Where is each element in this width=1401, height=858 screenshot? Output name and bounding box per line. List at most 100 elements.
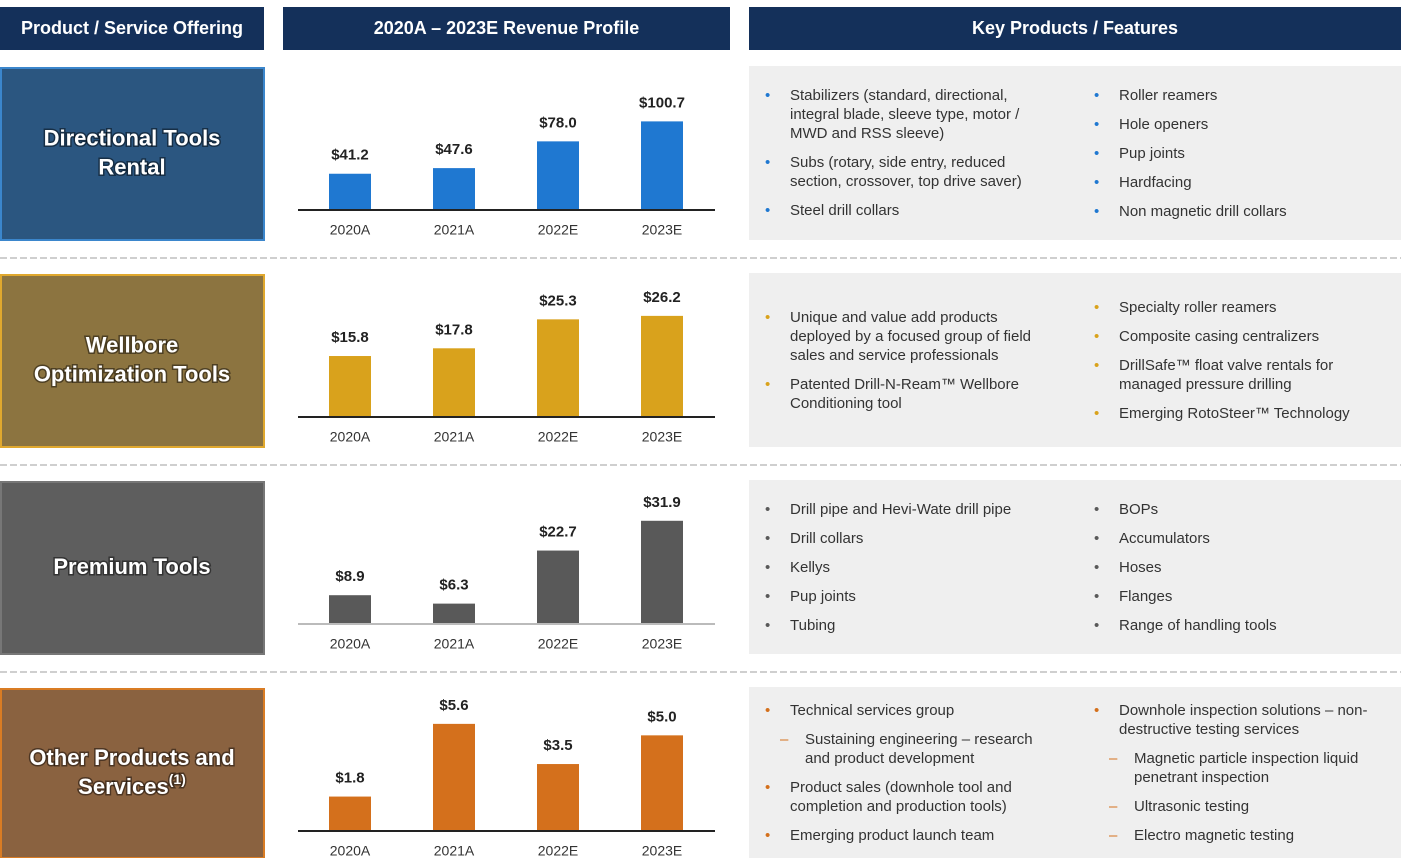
feature-text: Flanges: [1119, 587, 1379, 606]
bullet: •: [765, 701, 770, 720]
bar: [641, 316, 683, 417]
value-label: $15.8: [331, 329, 369, 346]
feature-item: •Range of handling tools: [1094, 616, 1379, 635]
bar: [329, 797, 371, 831]
feature-text: Product sales (downhole tool and complet…: [790, 778, 1045, 816]
feature-item: • Composite casing centralizers: [1094, 327, 1379, 346]
x-tick-label: 2023E: [642, 636, 682, 652]
bullet: •: [1094, 202, 1099, 221]
bar: [433, 724, 475, 831]
x-tick-label: 2023E: [642, 222, 682, 238]
feature-text: Subs (rotary, side entry, reduced sectio…: [790, 153, 1045, 191]
value-label: $17.8: [435, 321, 473, 338]
feature-item: •Subs (rotary, side entry, reduced secti…: [765, 153, 1045, 191]
offering-label: Premium Tools: [53, 554, 210, 579]
feature-text: Emerging product launch team: [790, 826, 1045, 845]
bullet: •: [1094, 558, 1099, 577]
feature-text: Specialty roller reamers: [1119, 298, 1379, 317]
feature-item: •Accumulators: [1094, 529, 1379, 548]
feature-text: Unique and value add products deployed b…: [790, 308, 1045, 365]
feature-text: Pup joints: [790, 587, 1045, 606]
feature-item: •Kellys: [765, 558, 1045, 577]
value-label: $1.8: [335, 770, 364, 787]
value-label: $8.9: [335, 568, 364, 585]
feature-item: •Patented Drill-N-Ream™ Wellbore Conditi…: [765, 375, 1045, 413]
x-tick-label: 2020A: [330, 429, 371, 445]
value-label: $47.6: [435, 141, 473, 158]
bar: [433, 604, 475, 624]
feature-item: •Steel drill collars: [765, 201, 1045, 220]
feature-text: Drill collars: [790, 529, 1045, 548]
feature-subtext: Ultrasonic testing: [1134, 797, 1379, 816]
offering-label: Other Products and: [29, 745, 234, 770]
x-tick-label: 2022E: [538, 429, 578, 445]
feature-item: • Product sales (downhole tool and comple…: [765, 778, 1045, 816]
feature-text: Hoses: [1119, 558, 1379, 577]
feature-item: •Downhole inspection solutions – non-des…: [1094, 701, 1379, 845]
value-label: $25.3: [539, 292, 577, 309]
page: Product / Service Offering 2020A – 2023E…: [0, 0, 1401, 858]
bullet: •: [765, 587, 770, 606]
feature-text: Hardfacing: [1119, 173, 1379, 192]
bullet: •: [1094, 616, 1099, 635]
features-panel: •Stabilizers (standard, directional, int…: [749, 66, 1401, 240]
feature-subtext: Electro magnetic testing: [1134, 826, 1379, 845]
bullet: •: [1094, 327, 1099, 346]
bar: [329, 174, 371, 210]
feature-text: Steel drill collars: [790, 201, 1045, 220]
offering-label: Optimization Tools: [34, 361, 230, 386]
feature-item: • Pup joints: [765, 587, 1045, 606]
x-tick-label: 2021A: [434, 843, 475, 858]
bar: [329, 595, 371, 624]
features-column: •BOPs•Accumulators•Hoses•Flanges•Range o…: [1094, 480, 1379, 654]
feature-item: • Flanges: [1094, 587, 1379, 606]
dash: –: [1109, 826, 1117, 845]
value-label: $26.2: [643, 289, 681, 306]
bar: [537, 319, 579, 417]
bar: [641, 735, 683, 831]
feature-item: • Specialty roller reamers: [1094, 298, 1379, 317]
feature-text: Non magnetic drill collars: [1119, 202, 1379, 221]
x-tick-label: 2020A: [330, 222, 371, 238]
dash: –: [780, 730, 788, 749]
feature-item: •Tubing: [765, 616, 1045, 635]
feature-item: • Emerging product launch team: [765, 826, 1045, 845]
bullet: •: [1094, 356, 1099, 375]
offering-label: Directional Tools: [44, 125, 221, 150]
x-tick-label: 2020A: [330, 636, 371, 652]
features-column: •Stabilizers (standard, directional, int…: [765, 66, 1045, 240]
bar: [537, 551, 579, 624]
feature-text: Roller reamers: [1119, 86, 1379, 105]
feature-subitem: –Ultrasonic testing: [1094, 797, 1379, 816]
value-label: $100.7: [639, 94, 685, 111]
bullet: •: [765, 529, 770, 548]
bullet: •: [1094, 144, 1099, 163]
feature-item: • Hardfacing: [1094, 173, 1379, 192]
feature-item: • Hoses: [1094, 558, 1379, 577]
bullet: •: [1094, 298, 1099, 317]
bullet: •: [1094, 587, 1099, 606]
feature-text: Downhole inspection solutions – non-dest…: [1119, 701, 1379, 739]
feature-text: DrillSafe™ float valve rentals for manag…: [1119, 356, 1379, 394]
feature-subitem: –Magnetic particle inspection liquid pen…: [1094, 749, 1379, 787]
bar: [433, 168, 475, 210]
feature-text: Pup joints: [1119, 144, 1379, 163]
feature-text: Technical services group: [790, 701, 1045, 720]
feature-text: Hole openers: [1119, 115, 1379, 134]
feature-item: •Hole openers: [1094, 115, 1379, 134]
feature-item: • Non magnetic drill collars: [1094, 202, 1379, 221]
feature-item: •Roller reamers: [1094, 86, 1379, 105]
bullet: •: [1094, 173, 1099, 192]
bullet: •: [765, 826, 770, 845]
features-column: • Technical services group –Sustaining eng…: [765, 687, 1045, 858]
feature-text: Composite casing centralizers: [1119, 327, 1379, 346]
bullet: •: [765, 500, 770, 519]
bullet: •: [765, 778, 770, 797]
value-label: $22.7: [539, 524, 577, 541]
feature-subitem: –Electro magnetic testing: [1094, 826, 1379, 845]
feature-subitem: –Sustaining engineering – research and p…: [765, 730, 1045, 768]
feature-item: •Drill pipe and Hevi-Wate drill pipe: [765, 500, 1045, 519]
x-tick-label: 2022E: [538, 843, 578, 858]
offering-label: Rental: [98, 154, 165, 179]
value-label: $6.3: [439, 577, 468, 594]
